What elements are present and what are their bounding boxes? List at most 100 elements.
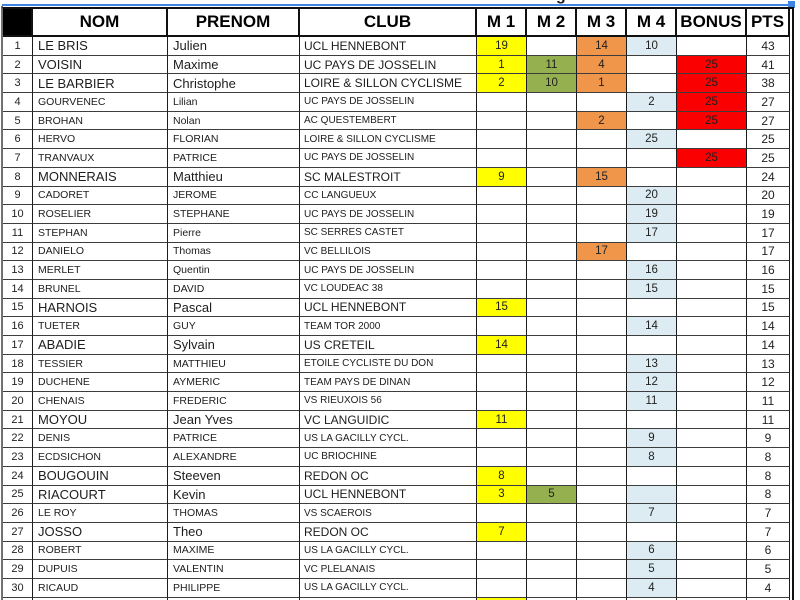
cell-club[interactable]: US CRETEIL [300,336,477,355]
cell-m4[interactable]: 8 [627,448,677,467]
cell-bonus[interactable] [677,37,747,56]
cell-nom[interactable]: RICAUD [33,578,168,598]
cell-m4[interactable]: 7 [627,504,677,523]
cell-bonus[interactable]: 25 [677,93,747,112]
cell-prenom[interactable]: JEROME [168,186,300,206]
selection-handle[interactable] [788,1,795,8]
cell-pts[interactable]: 5 [747,560,790,579]
cell-m2[interactable] [527,298,577,318]
cell-prenom[interactable]: Pascal [168,298,300,318]
cell-nom[interactable]: CADORET [33,186,168,206]
header-pts[interactable]: PTS [747,9,790,37]
cell-nom[interactable]: LE ROY [33,504,168,523]
cell-m1[interactable] [477,541,527,561]
cell-prenom[interactable]: Christophe [168,74,300,94]
cell-bonus[interactable]: 25 [677,111,747,131]
cell-pts[interactable]: 14 [747,317,790,336]
cell-m4[interactable]: 5 [627,560,677,579]
cell-m3[interactable] [577,541,627,561]
cell-m3[interactable] [577,317,627,336]
cell-bonus[interactable] [677,392,747,411]
cell-m2[interactable] [527,130,577,150]
cell-m4[interactable]: 10 [627,37,677,56]
cell-bonus[interactable] [677,186,747,206]
cell-bonus[interactable] [677,242,747,262]
cell-pts[interactable]: 17 [747,223,790,243]
cell-prenom[interactable]: FREDERIC [168,392,300,411]
cell-m1[interactable] [477,504,527,523]
cell-prenom[interactable]: Maxime [168,55,300,75]
cell-m2[interactable] [527,167,577,187]
cell-m1[interactable] [477,149,527,168]
cell-m2[interactable] [527,336,577,355]
cell-m4[interactable] [627,149,677,168]
cell-club[interactable]: UCL HENNEBONT [300,298,477,318]
cell-m3[interactable] [577,560,627,579]
cell-bonus[interactable] [677,410,747,430]
cell-prenom[interactable]: Jean Yves [168,410,300,430]
cell-m2[interactable] [527,317,577,336]
cell-m4[interactable] [627,410,677,430]
cell-m4[interactable]: 2 [627,93,677,112]
cell-m3[interactable] [577,261,627,280]
cell-m1[interactable]: 11 [477,410,527,430]
cell-m1[interactable] [477,578,527,598]
cell-rank[interactable]: 7 [3,149,33,168]
cell-pts[interactable]: 25 [747,149,790,168]
cell-prenom[interactable]: Nolan [168,111,300,131]
cell-m2[interactable] [527,560,577,579]
cell-m2[interactable] [527,279,577,299]
cell-m4[interactable] [627,466,677,486]
cell-rank[interactable]: 13 [3,261,33,280]
cell-m4[interactable] [627,485,677,505]
cell-m3[interactable]: 1 [577,74,627,94]
cell-m1[interactable]: 2 [477,74,527,94]
cell-m3[interactable] [577,410,627,430]
cell-m2[interactable] [527,541,577,561]
cell-m3[interactable] [577,279,627,299]
cell-club[interactable]: LOIRE & SILLON CYCLISME [300,74,477,94]
cell-club[interactable]: UC PAYS DE JOSSELIN [300,205,477,224]
cell-m3[interactable]: 2 [577,111,627,131]
cell-m2[interactable] [527,111,577,131]
cell-m2[interactable] [527,205,577,224]
cell-rank[interactable]: 6 [3,130,33,150]
cell-nom[interactable]: ROBERT [33,541,168,561]
cell-m4[interactable]: 15 [627,279,677,299]
cell-nom[interactable]: CHENAIS [33,392,168,411]
cell-m1[interactable] [477,242,527,262]
cell-bonus[interactable] [677,541,747,561]
cell-m4[interactable] [627,111,677,131]
cell-bonus[interactable] [677,317,747,336]
cell-club[interactable]: UC BRIOCHINE [300,448,477,467]
cell-m4[interactable]: 6 [627,541,677,561]
cell-rank[interactable]: 4 [3,93,33,112]
cell-rank[interactable]: 26 [3,504,33,523]
cell-m1[interactable] [477,205,527,224]
cell-bonus[interactable] [677,560,747,579]
cell-pts[interactable]: 19 [747,205,790,224]
cell-nom[interactable]: BROHAN [33,111,168,131]
cell-m1[interactable]: 9 [477,167,527,187]
cell-m3[interactable] [577,485,627,505]
cell-m2[interactable] [527,448,577,467]
cell-pts[interactable]: 38 [747,74,790,94]
cell-m1[interactable]: 15 [477,298,527,318]
cell-nom[interactable]: STEPHAN [33,223,168,243]
cell-rank[interactable]: 28 [3,541,33,561]
cell-m2[interactable] [527,186,577,206]
cell-rank[interactable]: 23 [3,448,33,467]
cell-m4[interactable]: 13 [627,354,677,374]
cell-prenom[interactable]: Lilian [168,93,300,112]
cell-prenom[interactable]: MAXIME [168,541,300,561]
cell-club[interactable]: TEAM TOR 2000 [300,317,477,336]
cell-pts[interactable]: 6 [747,541,790,561]
cell-m1[interactable] [477,373,527,393]
cell-prenom[interactable]: PHILIPPE [168,578,300,598]
cell-m3[interactable] [577,354,627,374]
cell-m1[interactable] [477,261,527,280]
cell-pts[interactable]: 8 [747,448,790,467]
cell-pts[interactable]: 8 [747,466,790,486]
cell-pts[interactable]: 4 [747,578,790,598]
cell-rank[interactable]: 12 [3,242,33,262]
